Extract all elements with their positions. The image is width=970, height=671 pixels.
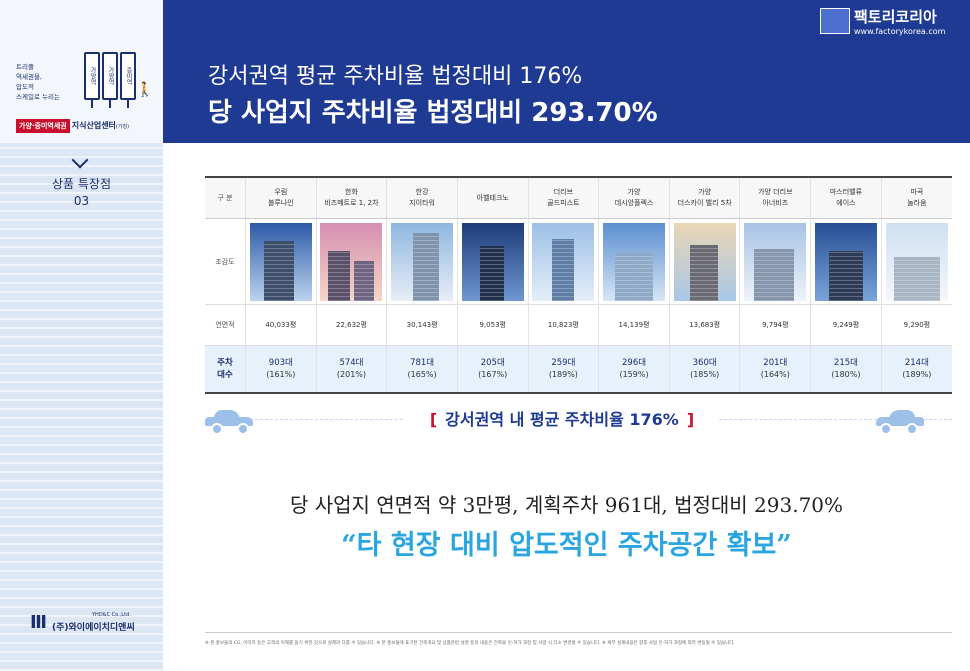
section-label: 상품 특장점 03 (0, 176, 163, 210)
floor-area-row: 연면적 40,033평 22,632평 30,143평 9,053평 10,82… (205, 304, 952, 346)
station-signs-icon: 가양역 가양역 증미역 (84, 52, 136, 108)
factory-logo-icon (820, 8, 850, 34)
column-header: 마곡 놀라움 (881, 177, 952, 219)
area-cell: 10,823평 (528, 304, 600, 346)
area-cell: 22,632평 (316, 304, 388, 346)
sidebar-tagline: 트리플 역세권을, 압도적 스케일로 누리는 (16, 63, 60, 101)
area-cell: 9,053평 (457, 304, 529, 346)
parking-cell: 214대 (189%) (881, 345, 952, 393)
area-cell: 9,794평 (739, 304, 812, 346)
highlight-text: 강서권역 내 평균 주차비율 176% (445, 410, 679, 429)
section-number: 03 (73, 194, 90, 208)
area-cell: 14,139평 (598, 304, 670, 346)
average-ratio-highlight: [ 강서권역 내 평균 주차비율 176%] (405, 406, 719, 434)
parking-cell: 296대 (159%) (598, 345, 670, 393)
company-mark-icon: Ⅲ (30, 612, 48, 633)
parking-cell: 215대 (180%) (810, 345, 882, 393)
chevron-down-icon (71, 151, 89, 169)
column-header: 우림 블루나인 (245, 177, 317, 219)
parking-cell: 259대 (189%) (528, 345, 600, 393)
table-header-row: 구 분 우림 블루나인 한화 비즈메트로 1, 2차 한강 지이타워 아벨테크노 더리… (205, 177, 952, 219)
summary-line: 당 사업지 연면적 약 3만평, 계획주차 961대, 법정대비 293.70% (289, 493, 844, 517)
bracket-open: [ (429, 410, 438, 429)
area-cell: 9,249평 (810, 304, 882, 346)
brand-name: 팩토리코리아 (854, 8, 937, 26)
project-brand: 가양·증미역세권 지식산업센터(가칭) (16, 113, 156, 133)
parking-comparison-table: 구 분 우림 블루나인 한화 비즈메트로 1, 2차 한강 지이타워 아벨테크노 더리… (205, 176, 952, 394)
building-image (245, 218, 317, 305)
building-image (316, 218, 388, 305)
building-image (810, 218, 882, 305)
column-header: 마스터밸류 에이스 (810, 177, 882, 219)
building-image (669, 218, 741, 305)
section-title: 상품 특장점 (51, 177, 111, 191)
car-icon (205, 409, 253, 435)
brand-tentative-label: (가칭) (115, 124, 130, 130)
sidebar-logo-area: 트리플 역세권을, 압도적 스케일로 누리는 가양역 가양역 증미역 🚶 가양·… (0, 0, 163, 143)
station-sign: 가양역 (102, 52, 118, 108)
station-sign: 증미역 (120, 52, 136, 108)
row-label: 연면적 (205, 304, 246, 346)
area-cell: 9,290평 (881, 304, 952, 346)
parking-cell: 360대 (185%) (669, 345, 741, 393)
building-image (598, 218, 670, 305)
sidebar: 트리플 역세권을, 압도적 스케일로 누리는 가양역 가양역 증미역 🚶 가양·… (0, 0, 163, 671)
column-header: 한강 지이타워 (386, 177, 458, 219)
building-image (457, 218, 529, 305)
parking-cell: 201대 (164%) (739, 345, 812, 393)
row-label: 주차 대수 (205, 345, 246, 393)
column-header: 한화 비즈메트로 1, 2차 (316, 177, 388, 219)
area-cell: 40,033평 (245, 304, 317, 346)
building-image (739, 218, 812, 305)
header-subtitle: 강서권역 평균 주차비율 법정대비 176% (208, 64, 583, 89)
building-image (881, 218, 952, 305)
footnote-divider (205, 632, 952, 633)
company-name-kr: (주)와이에이치디앤씨 (52, 623, 135, 633)
brand-station-label: 가양·증미역세권 (16, 119, 70, 133)
parking-cell: 574대 (201%) (316, 345, 388, 393)
parking-cell: 205대 (167%) (457, 345, 529, 393)
factorykorea-logo: 팩토리코리아 www.factorykorea.com (820, 6, 960, 38)
disclaimer-footnote: ※ 본 홍보물의 CG, 이미지 등은 고객의 이해를 돕기 위한 것으로 실제… (205, 641, 735, 646)
column-header: 더리브 골드피스트 (528, 177, 600, 219)
building-image (386, 218, 458, 305)
bracket-close: ] (686, 410, 695, 429)
column-header: 가양 데시앙플렉스 (598, 177, 670, 219)
column-header: 아벨테크노 (457, 177, 529, 219)
column-header: 가양 더리브 아너비즈 (739, 177, 812, 219)
header-title: 당 사업지 주차비율 법정대비 293.70% (208, 98, 658, 128)
column-label: 구 분 (205, 177, 246, 219)
parking-cell: 781대 (165%) (386, 345, 458, 393)
parking-row: 주차 대수 903대 (161%) 574대 (201%) 781대 (165%) 20… (205, 345, 952, 393)
walking-person-icon: 🚶 (136, 82, 154, 98)
brand-url: www.factorykorea.com (854, 27, 946, 36)
station-sign: 가양역 (84, 52, 100, 108)
area-cell: 30,143평 (386, 304, 458, 346)
car-icon (876, 409, 924, 435)
building-image (528, 218, 600, 305)
row-label: 조감도 (205, 218, 246, 305)
area-cell: 13,683평 (669, 304, 741, 346)
header-banner: 강서권역 평균 주차비율 법정대비 176% 당 사업지 주차비율 법정대비 2… (163, 0, 970, 143)
brand-project-label: 지식산업센터 (71, 121, 116, 130)
company-name-eng: YHD&C Co.,Ltd. (92, 612, 131, 618)
column-header: 가양 더스카이 밸리 5차 (669, 177, 741, 219)
parking-cell: 903대 (161%) (245, 345, 317, 393)
summary-headline: “타 현장 대비 압도적인 주차공간 확보” (341, 530, 792, 561)
rendering-row: 조감도 (205, 218, 952, 305)
